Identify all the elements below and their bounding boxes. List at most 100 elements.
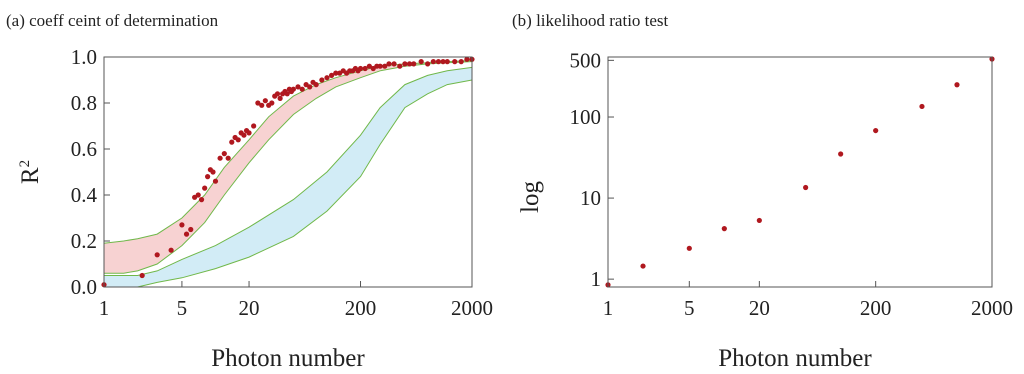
panel-a-x-axis-label: Photon number <box>211 345 365 372</box>
r2-data-point <box>458 59 464 65</box>
panel-b-x-axis-label: Photon number <box>718 345 872 372</box>
r2-data-point <box>290 86 297 92</box>
reference-band-upper-edge <box>104 66 473 276</box>
r2-data-point <box>225 155 231 161</box>
lrt-data-point <box>838 151 844 157</box>
r2-data-point <box>402 61 408 67</box>
lrt-data-point <box>803 184 809 191</box>
r2-data-point <box>464 56 470 62</box>
lrt-data-point <box>873 127 879 134</box>
y-tick-label: 1 <box>591 267 602 291</box>
lrt-data-point <box>686 245 692 251</box>
r2-data-point <box>212 178 219 184</box>
r2-data-point <box>259 102 265 108</box>
r2-data-point <box>183 231 190 237</box>
x-tick-label: 1 <box>99 296 110 320</box>
panel-a-r2: (a) coeff ceint of determination 1 5 20 200… <box>6 11 493 372</box>
lrt-data-point <box>756 217 762 224</box>
lrt-data-point <box>640 263 646 269</box>
r2-data-point <box>269 100 275 106</box>
panel-a-plot-frame <box>103 56 473 288</box>
panel-b-ticks: 1 5 20 200 2000 1 10 100 500 <box>570 48 1014 320</box>
r2-data-point <box>277 95 283 101</box>
y-tick-label: 10 <box>580 186 601 210</box>
y-tick-label: 0.2 <box>71 229 97 253</box>
r2-data-point <box>357 65 364 72</box>
x-tick-label: 5 <box>177 296 188 320</box>
y-tick-label: 500 <box>570 48 602 72</box>
r2-data-point <box>179 222 185 228</box>
r2-data-point <box>299 86 305 92</box>
r2-data-point <box>313 82 319 88</box>
r2-data-point <box>386 61 392 67</box>
r2-data-point <box>154 252 160 258</box>
lrt-data-point <box>954 82 960 88</box>
r2-data-point <box>307 84 313 90</box>
r2-data-point <box>452 59 458 65</box>
reference-band-fill <box>104 67 472 287</box>
r2-data-point <box>198 197 205 203</box>
lrt-data-point <box>919 103 925 110</box>
r2-data-point <box>241 132 247 138</box>
panel-a-ticks: 1 5 20 200 2000 0.0 0.2 0.4 0.6 0.8 1.0 <box>71 45 493 320</box>
r2-data-point <box>210 169 216 175</box>
r2-data-point <box>217 155 223 161</box>
r2-data-point <box>440 59 446 65</box>
panel-a-y-axis-label-main: R <box>17 167 44 184</box>
r2-data-point <box>382 63 388 69</box>
r2-data-point <box>333 70 339 76</box>
r2-data-point <box>444 59 450 65</box>
r2-data-point <box>188 226 194 233</box>
r2-data-point <box>251 123 257 129</box>
panel-a-y-axis-label-sup: 2 <box>17 160 33 168</box>
y-tick-label: 0.0 <box>71 275 97 299</box>
r2-data-point <box>324 75 330 81</box>
r2-data-point <box>295 84 301 90</box>
x-tick-label: 2000 <box>451 296 493 320</box>
x-tick-label: 200 <box>345 296 377 320</box>
r2-data-point <box>391 61 397 67</box>
panel-b-likelihood: (b) likelihood ratio test 1 5 20 200 2000 1 10… <box>512 11 1013 372</box>
r2-data-point <box>255 100 261 106</box>
r2-data-point <box>435 59 442 65</box>
y-tick-label: 0.8 <box>71 91 97 115</box>
y-tick-label: 100 <box>570 105 602 129</box>
r2-data-point <box>139 272 145 279</box>
panel-a-y-axis-label: R2 <box>17 160 44 184</box>
panel-a-points <box>101 56 475 288</box>
r2-data-point <box>397 63 403 69</box>
y-tick-label: 1.0 <box>71 45 97 69</box>
r2-data-point <box>377 63 383 69</box>
r2-data-point <box>406 61 413 67</box>
y-tick-label: 0.4 <box>71 183 98 207</box>
r2-data-point <box>362 65 368 72</box>
lrt-data-point <box>721 226 727 232</box>
r2-data-point <box>221 151 227 157</box>
r2-data-point <box>411 61 417 67</box>
panel-b-points <box>605 56 995 288</box>
panel-b-title: (b) likelihood ratio test <box>512 11 669 30</box>
x-tick-label: 20 <box>239 296 260 320</box>
x-tick-label: 1 <box>603 296 614 320</box>
r2-data-point <box>246 130 252 136</box>
r2-data-point <box>430 59 436 65</box>
r2-data-point <box>205 174 211 180</box>
x-tick-label: 2000 <box>971 296 1013 320</box>
x-tick-label: 5 <box>684 296 695 320</box>
r2-data-point <box>425 61 431 67</box>
r2-data-point <box>168 247 174 253</box>
x-tick-label: 200 <box>860 296 892 320</box>
panel-b-y-axis-label: log <box>517 181 544 213</box>
r2-data-point <box>284 91 290 97</box>
x-tick-label: 20 <box>749 296 770 320</box>
reference-band-lower-edge <box>104 79 473 288</box>
r2-data-point <box>366 63 372 69</box>
y-tick-label: 0.6 <box>71 137 97 161</box>
r2-data-point <box>195 192 201 198</box>
r2-data-point <box>229 139 235 145</box>
r2-data-point <box>274 91 281 97</box>
data-band-fill <box>104 60 472 274</box>
r2-data-point <box>262 98 268 104</box>
panel-b-plot-frame <box>607 56 993 288</box>
